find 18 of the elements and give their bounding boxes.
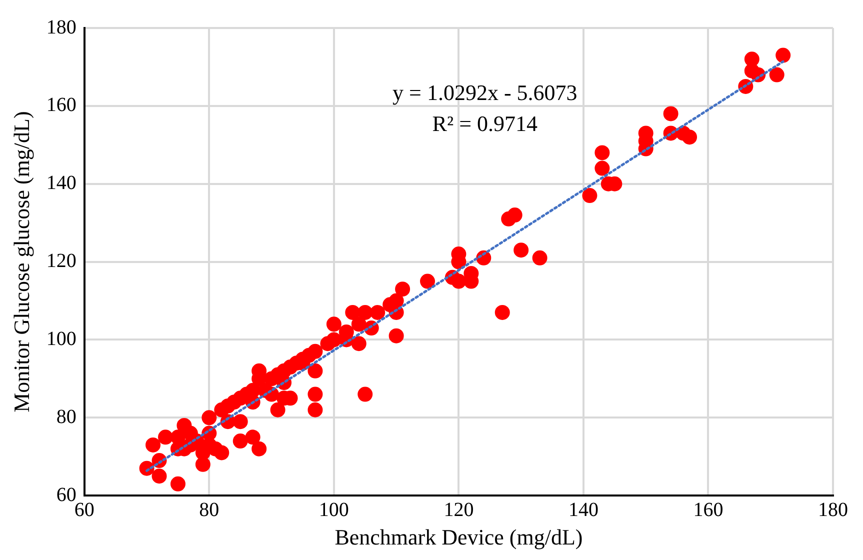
y-tick-label: 80 <box>56 406 76 428</box>
y-axis-title: Monitor Glucose glucose (mg/dL) <box>8 111 34 412</box>
x-axis-title: Benchmark Device (mg/dL) <box>334 524 583 550</box>
x-tick-label: 120 <box>444 498 474 521</box>
x-tick-label: 80 <box>199 498 220 521</box>
annotation: y = 1.0292x - 5.6073 <box>392 80 578 105</box>
x-tick-label: 180 <box>818 498 848 521</box>
y-tick-label: 180 <box>46 16 76 38</box>
x-tick-label: 100 <box>318 498 349 521</box>
x-tick-label: 60 <box>74 498 94 521</box>
y-tick-label: 60 <box>56 484 76 506</box>
annotation: R² = 0.9714 <box>432 110 538 136</box>
y-tick-label: 160 <box>46 94 76 116</box>
x-tick-label: 140 <box>568 498 598 521</box>
y-tick-label: 100 <box>46 328 76 350</box>
x-tick-label: 160 <box>693 498 724 521</box>
y-tick-label: 120 <box>46 250 76 272</box>
y-tick-label: 140 <box>46 172 76 194</box>
